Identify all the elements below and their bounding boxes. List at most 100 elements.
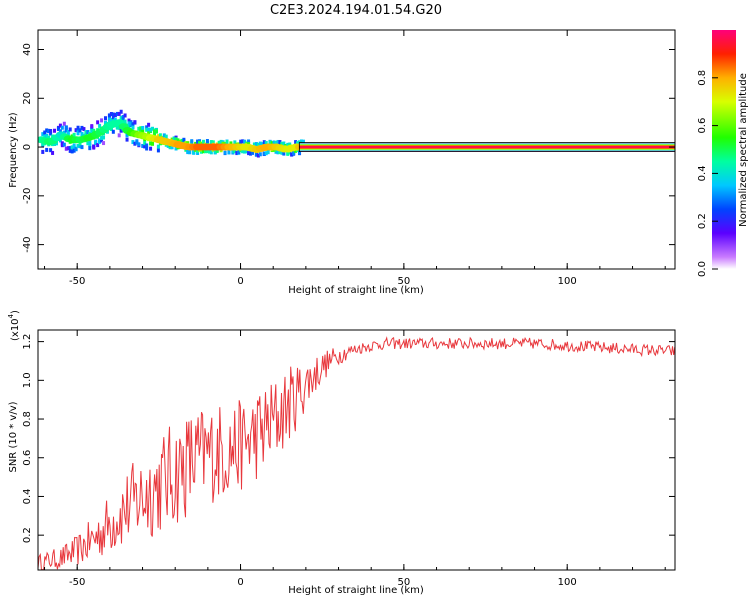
snr-scale-label: (x104) [7, 310, 21, 341]
spectrogram-cell [54, 141, 58, 146]
spectrogram-cell [241, 139, 245, 144]
snr-frame [37, 329, 676, 571]
spectrogram-cell [107, 116, 111, 121]
spectrogram-cell [53, 128, 57, 133]
colorbar-ticks: 0.0 0.2 0.4 0.6 0.8 [697, 70, 718, 277]
spectrogram-cell [296, 141, 300, 146]
spectrogram-cell [119, 115, 123, 120]
spectrogram-cell [247, 139, 251, 144]
spectrogram-cell [299, 139, 303, 144]
spectrogram-y-tick-label: -40 [22, 236, 33, 252]
spectrogram-cell [243, 139, 247, 144]
colorbar-tick-label: 0.4 [697, 165, 708, 181]
spectrogram-cell [117, 133, 121, 138]
chart-title: C2E3.2024.194.01.54.G20 [270, 3, 442, 18]
spectrogram-cell [58, 129, 62, 134]
spectrogram-cell [41, 149, 45, 154]
spectrogram-cell [145, 146, 149, 151]
spectrogram-cell [43, 133, 47, 138]
spectrogram-cell [286, 151, 290, 156]
snr-y-tick-label: 0.6 [22, 450, 33, 466]
spectrogram-cell [123, 119, 127, 124]
spectrogram-cell [113, 117, 117, 122]
spectrogram-cell [90, 124, 94, 129]
spectrogram-cell [147, 122, 151, 127]
spectrogram-cell [145, 125, 149, 130]
spectrogram-cell [213, 149, 217, 154]
spectrogram-cell [170, 145, 174, 150]
spectrogram-cell [282, 141, 286, 146]
spectrogram-cell [215, 148, 219, 153]
spectrogram-cell [280, 150, 284, 155]
spectrogram-cell [113, 113, 117, 118]
spectrogram-cell [186, 141, 190, 146]
spectrogram-cell [252, 142, 256, 147]
spectrogram-cell [227, 150, 231, 155]
spectrogram-cell [109, 118, 113, 123]
spectrogram-cell [88, 143, 92, 148]
spectrogram-cell [156, 148, 160, 153]
spectrogram-cell [256, 142, 260, 147]
spectrogram-cell [272, 140, 276, 145]
colorbar-label: Normalized spectral amplitude [738, 73, 749, 227]
spectrogram-band [299, 146, 675, 148]
snr-scale-prefix: (x10 [10, 318, 21, 341]
spectrogram-cell [123, 113, 127, 118]
snr-ticks: -50 0 50 100 0.2 0.4 0.6 0.8 1.0 1.2 [22, 330, 675, 588]
spectrogram-cell [186, 149, 190, 154]
spectrogram-cell [254, 152, 258, 157]
spectrogram-cell [45, 134, 49, 139]
spectrogram-cell [88, 140, 92, 145]
spectrogram-cell [241, 149, 245, 154]
spectrogram-cell [47, 135, 51, 140]
spectrogram-cell [266, 150, 270, 155]
spectrogram-x-tick-label: 50 [397, 276, 410, 287]
spectrogram-cell [92, 128, 96, 133]
colorbar-gradient [712, 30, 736, 269]
spectrogram-cell [80, 132, 84, 137]
spectrogram-y-axis-label: Frequency (Hz) [8, 112, 19, 188]
colorbar-tick-label: 0.8 [697, 70, 708, 86]
spectrogram-cell [137, 126, 141, 131]
spectrogram-cell [129, 121, 133, 126]
spectrogram-cell [45, 128, 49, 133]
snr-x-tick-label: 100 [558, 577, 577, 588]
spectrogram-cell [290, 152, 294, 157]
spectrogram-cell [196, 150, 200, 155]
spectrogram-cell [247, 151, 251, 156]
spectrogram-x-tick-label: -50 [69, 276, 85, 287]
spectrogram-cell [96, 143, 100, 148]
spectrogram-cell [103, 116, 107, 121]
spectrogram-cell [282, 151, 286, 156]
spectrogram-cell [149, 127, 153, 132]
snr-x-axis-label: Height of straight line (km) [288, 585, 424, 596]
snr-y-tick-label: 0.2 [22, 527, 33, 543]
spectrogram-cell [92, 144, 96, 149]
spectrogram-cell [76, 143, 80, 148]
spectrogram-cell [174, 146, 178, 151]
spectrogram-cell [49, 148, 53, 153]
spectrogram-cell [250, 150, 254, 155]
spectrogram-cell [74, 128, 78, 133]
spectrogram-cell [229, 141, 233, 146]
spectrogram-cell [205, 139, 209, 144]
spectrogram-cell [209, 140, 213, 145]
spectrogram-cell [41, 141, 45, 146]
spectrogram-cell [76, 128, 80, 133]
spectrogram-cell [47, 129, 51, 134]
spectrogram-cell [111, 112, 115, 117]
spectrogram-cell [254, 142, 258, 147]
spectrogram-cell [190, 139, 194, 144]
spectrogram-cell [131, 122, 135, 127]
spectrogram-cell [182, 137, 186, 142]
spectrogram-cell [102, 141, 106, 146]
spectrogram-cell [276, 140, 280, 145]
spectrogram-cell [135, 140, 139, 145]
spectrogram-cell [145, 127, 149, 132]
spectrogram-cell [172, 136, 176, 141]
spectrogram-cell [258, 141, 262, 146]
spectrogram-cell [102, 135, 106, 140]
spectrogram-panel: -50 0 50 100 -40 -20 0 20 40 Height of straight … [8, 29, 676, 296]
spectrogram-ridge [38, 109, 675, 158]
